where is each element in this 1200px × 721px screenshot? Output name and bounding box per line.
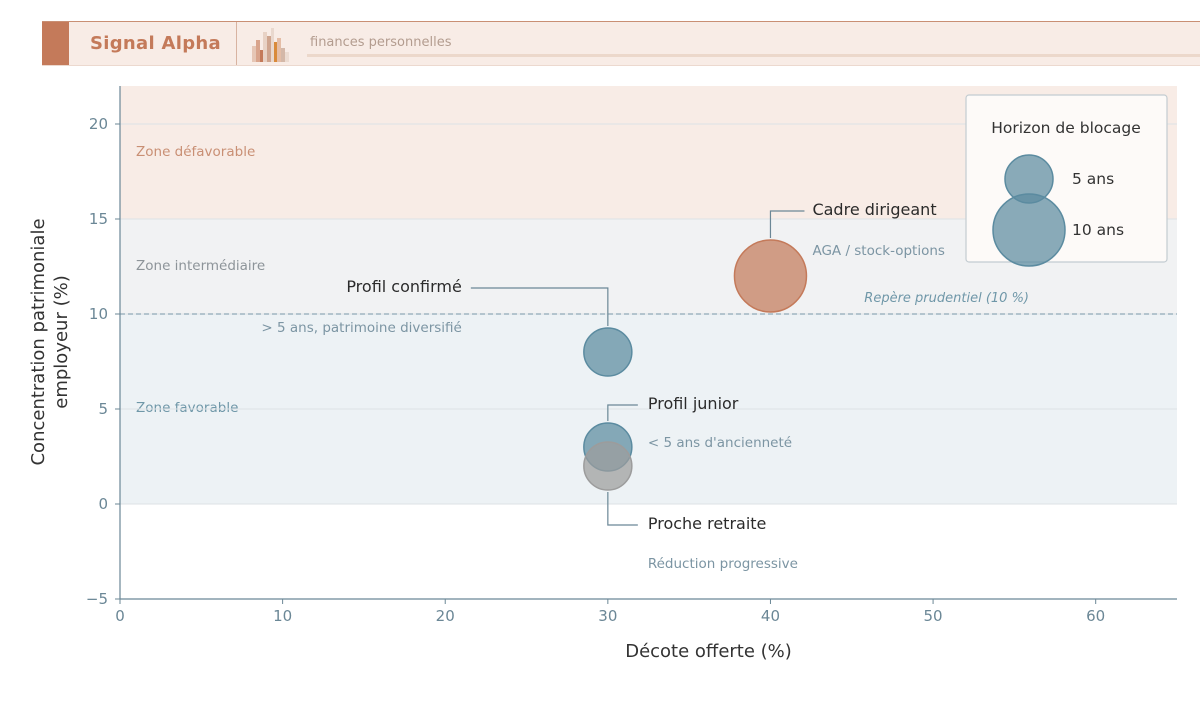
- point-sublabel: < 5 ans d'ancienneté: [648, 435, 792, 451]
- y-tick-label: −5: [86, 590, 108, 608]
- tagline-rule: [307, 54, 1200, 57]
- legend-label: 5 ans: [1072, 170, 1114, 188]
- y-axis-title-line-2: employeur (%): [51, 275, 72, 408]
- x-tick-label: 60: [1086, 607, 1105, 625]
- bubble-point: [583, 441, 633, 491]
- zone-label: Zone défavorable: [136, 144, 255, 160]
- callout-line: [607, 492, 638, 526]
- legend-bubble: [992, 193, 1066, 267]
- header-band: Signal Alpha finances personnelles: [42, 21, 1200, 66]
- tagline: finances personnelles: [310, 35, 452, 50]
- y-tick-label: 10: [89, 305, 108, 323]
- point-label: Profil confirmé: [346, 277, 462, 296]
- legend-title: Horizon de blocage: [991, 119, 1141, 137]
- point-sublabel: Réduction progressive: [648, 556, 798, 572]
- y-tick-label: 5: [98, 400, 108, 418]
- x-tick-label: 0: [115, 607, 125, 625]
- brand-name: Signal Alpha: [90, 33, 221, 54]
- point-sublabel: > 5 ans, patrimoine diversifié: [261, 320, 461, 336]
- x-tick-label: 50: [924, 607, 943, 625]
- x-tick-label: 40: [761, 607, 780, 625]
- legend-label: 10 ans: [1072, 221, 1124, 239]
- point-label: Profil junior: [648, 394, 739, 413]
- zone-label: Zone favorable: [136, 400, 238, 416]
- y-tick-label: 20: [89, 115, 108, 133]
- callout-line: [607, 404, 638, 421]
- brand-color-block: [42, 22, 69, 65]
- header-divider: [236, 22, 237, 65]
- zone-label: Zone intermédiaire: [136, 258, 265, 274]
- y-tick-label: 15: [89, 210, 108, 228]
- point-label: Cadre dirigeant: [812, 200, 936, 219]
- x-tick-label: 10: [273, 607, 292, 625]
- bubble-point: [583, 327, 633, 377]
- bar-chart-logo-icon: [252, 28, 289, 62]
- point-label: Proche retraite: [648, 514, 767, 533]
- callout-line: [470, 287, 609, 326]
- callout-line: [769, 210, 805, 238]
- reference-line-label: Repère prudentiel (10 %): [864, 291, 1029, 306]
- point-sublabel: AGA / stock-options: [812, 243, 945, 259]
- y-tick-label: 0: [98, 495, 108, 513]
- x-tick-label: 20: [436, 607, 455, 625]
- x-tick-label: 30: [598, 607, 617, 625]
- bubble-point: [733, 239, 808, 313]
- y-axis-title-line-1: Concentration patrimoniale: [28, 218, 49, 465]
- x-axis-title: Décote offerte (%): [625, 641, 792, 662]
